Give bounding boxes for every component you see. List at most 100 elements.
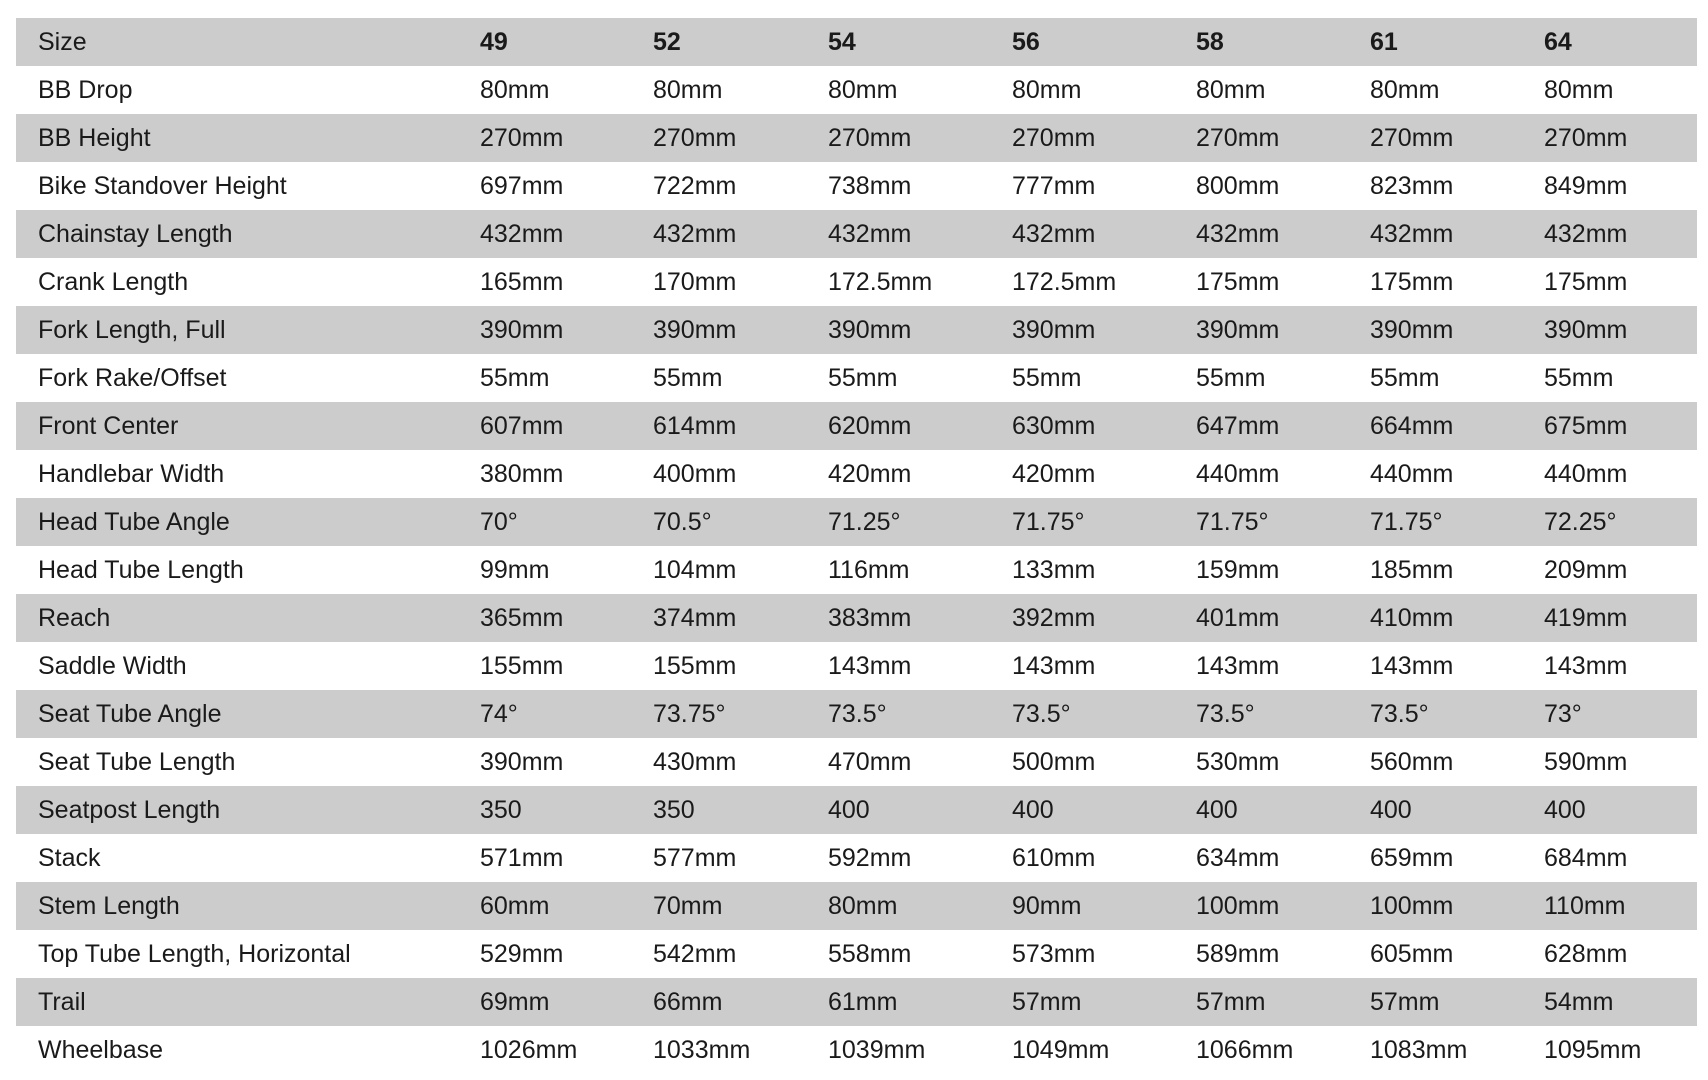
row-label: Fork Rake/Offset	[38, 363, 227, 392]
row-label: Stack	[38, 843, 101, 872]
cell-value: 350	[458, 786, 631, 834]
row-label: Trail	[16, 978, 458, 1026]
cell-value: 390mm	[806, 306, 990, 354]
row-label: Stem Length	[16, 882, 458, 930]
cell-value: 722mm	[653, 171, 737, 200]
cell-value: 365mm	[458, 594, 631, 642]
row-label: Handlebar Width	[38, 459, 225, 488]
cell-value: 270mm	[1348, 114, 1522, 162]
cell-value: 143mm	[1370, 651, 1454, 680]
cell-value: 70°	[458, 498, 631, 546]
table-row: Seat Tube Length 390mm 430mm 470mm 500mm 530m…	[16, 738, 1697, 786]
row-label: Reach	[16, 594, 458, 642]
row-label: BB Drop	[38, 75, 133, 104]
cell-value: 390mm	[1348, 306, 1522, 354]
cell-value: 116mm	[828, 555, 910, 584]
row-label: Head Tube Angle	[16, 498, 458, 546]
row-label: Wheelbase	[38, 1035, 164, 1064]
cell-value: 849mm	[1544, 171, 1628, 200]
cell-value: 529mm	[480, 939, 564, 968]
cell-value: 99mm	[480, 555, 550, 584]
cell-value: 350	[631, 786, 806, 834]
cell-value: 100mm	[1174, 882, 1348, 930]
cell-value: 70.5°	[631, 498, 806, 546]
cell-value: 390mm	[458, 306, 631, 354]
row-label: Front Center	[16, 402, 458, 450]
cell-value: 72.25°	[1522, 498, 1697, 546]
table-row: BB Height 270mm 270mm 270mm 270mm 270mm 270mm 2…	[16, 114, 1697, 162]
cell-value: 143mm	[1012, 651, 1096, 680]
cell-value: 659mm	[1370, 843, 1454, 872]
size-header: 61	[1348, 18, 1522, 66]
cell-value: 54mm	[1522, 978, 1697, 1026]
cell-value: 170mm	[653, 267, 737, 296]
cell-value: 55mm	[1196, 363, 1266, 392]
cell-value: 664mm	[1348, 402, 1522, 450]
cell-value: 432mm	[458, 210, 631, 258]
table-row: Crank Length 165mm 170mm 172.5mm 172.5mm 175m…	[16, 258, 1697, 306]
cell-value: 55mm	[480, 363, 550, 392]
cell-value: 71.75°	[1174, 498, 1348, 546]
cell-value: 57mm	[1348, 978, 1522, 1026]
cell-value: 800mm	[1196, 171, 1280, 200]
size-header: 58	[1174, 18, 1348, 66]
cell-value: 823mm	[1370, 171, 1454, 200]
table-row: BB Drop 80mm 80mm 80mm 80mm 80mm 80mm 80mm	[16, 66, 1697, 114]
table-row: Bike Standover Height 697mm 722mm 738mm 777m…	[16, 162, 1697, 210]
cell-value: 60mm	[458, 882, 631, 930]
cell-value: 1066mm	[1196, 1035, 1294, 1064]
cell-value: 172.5mm	[828, 267, 933, 296]
cell-value: 57mm	[1174, 978, 1348, 1026]
cell-value: 172.5mm	[1012, 267, 1117, 296]
row-label: Bike Standover Height	[38, 171, 287, 200]
cell-value: 590mm	[1544, 747, 1628, 776]
row-label: Chainstay Length	[16, 210, 458, 258]
cell-value: 400	[1522, 786, 1697, 834]
cell-value: 440mm	[1544, 459, 1628, 488]
table-row: Front Center 607mm 614mm 620mm 630mm 647mm 664…	[16, 402, 1697, 450]
table-body: Size 49 52 54 56 58 61 64 BB Drop 80mm 80mm 80mm 80m…	[16, 18, 1697, 1074]
cell-value: 589mm	[1196, 939, 1280, 968]
table-row: Reach 365mm 374mm 383mm 392mm 401mm 410mm 419mm	[16, 594, 1697, 642]
cell-value: 1026mm	[480, 1035, 578, 1064]
cell-value: 647mm	[1174, 402, 1348, 450]
cell-value: 1049mm	[1012, 1035, 1110, 1064]
cell-value: 71.75°	[990, 498, 1174, 546]
table-row: Wheelbase 1026mm 1033mm 1039mm 1049mm 1066mm 1…	[16, 1026, 1697, 1074]
cell-value: 592mm	[828, 843, 912, 872]
cell-value: 175mm	[1370, 267, 1454, 296]
cell-value: 470mm	[828, 747, 912, 776]
cell-value: 530mm	[1196, 747, 1280, 776]
cell-value: 577mm	[653, 843, 737, 872]
cell-value: 71.75°	[1348, 498, 1522, 546]
cell-value: 73°	[1522, 690, 1697, 738]
cell-value: 55mm	[1370, 363, 1440, 392]
cell-value: 605mm	[1370, 939, 1454, 968]
geometry-table: Size 49 52 54 56 58 61 64 BB Drop 80mm 80mm 80mm 80m…	[16, 18, 1697, 1074]
cell-value: 573mm	[1012, 939, 1096, 968]
table-row: Head Tube Length 99mm 104mm 116mm 133mm 159mm…	[16, 546, 1697, 594]
cell-value: 374mm	[631, 594, 806, 642]
cell-value: 607mm	[458, 402, 631, 450]
cell-value: 73.75°	[631, 690, 806, 738]
cell-value: 440mm	[1196, 459, 1280, 488]
cell-value: 69mm	[458, 978, 631, 1026]
row-label: Fork Length, Full	[16, 306, 458, 354]
cell-value: 697mm	[480, 171, 564, 200]
cell-value: 209mm	[1544, 555, 1628, 584]
cell-value: 74°	[458, 690, 631, 738]
cell-value: 560mm	[1370, 747, 1454, 776]
row-label: Seat Tube Length	[38, 747, 236, 776]
cell-value: 55mm	[828, 363, 898, 392]
cell-value: 432mm	[990, 210, 1174, 258]
cell-value: 620mm	[806, 402, 990, 450]
cell-value: 73.5°	[806, 690, 990, 738]
cell-value: 55mm	[1544, 363, 1614, 392]
cell-value: 390mm	[480, 747, 564, 776]
cell-value: 270mm	[631, 114, 806, 162]
cell-value: 80mm	[480, 75, 550, 104]
table-row: Stack 571mm 577mm 592mm 610mm 634mm 659mm 684mm	[16, 834, 1697, 882]
cell-value: 80mm	[653, 75, 723, 104]
size-header: 54	[806, 18, 990, 66]
cell-value: 400	[806, 786, 990, 834]
